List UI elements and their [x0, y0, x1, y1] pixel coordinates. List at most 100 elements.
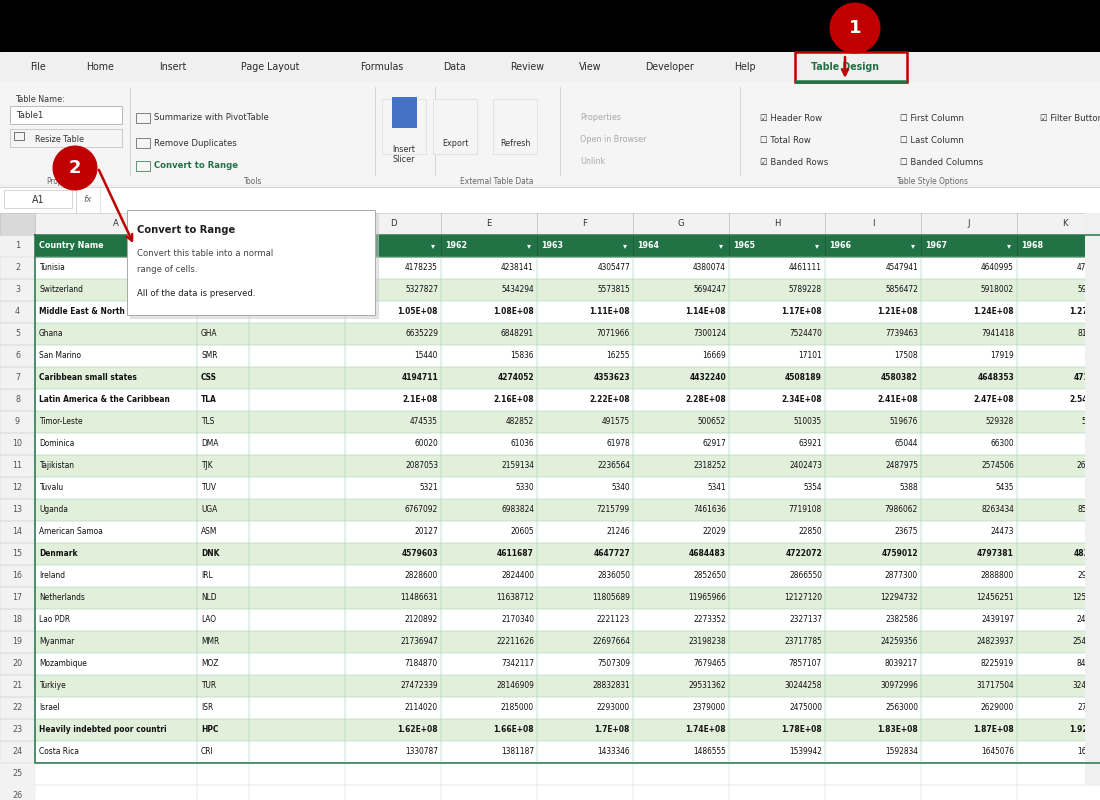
Bar	[441, 301, 537, 323]
Text: 24473: 24473	[991, 527, 1014, 537]
Bar	[197, 323, 249, 345]
Text: 7739463: 7739463	[886, 330, 918, 338]
Text: 7679465: 7679465	[693, 659, 726, 669]
Bar	[921, 587, 1018, 609]
Bar	[35, 697, 197, 719]
Text: 4611687: 4611687	[497, 550, 534, 558]
Text: I: I	[871, 219, 874, 229]
Bar	[537, 675, 632, 697]
Bar	[921, 653, 1018, 675]
Bar	[729, 279, 825, 301]
Text: 2379000: 2379000	[693, 703, 726, 713]
Bar	[825, 675, 921, 697]
Text: 4684483: 4684483	[689, 550, 726, 558]
Text: fx: fx	[84, 195, 92, 205]
Bar	[825, 741, 921, 763]
Bar	[249, 675, 345, 697]
Bar	[729, 301, 825, 323]
Bar	[729, 433, 825, 455]
Bar	[249, 477, 345, 499]
Text: Israel: Israel	[39, 703, 59, 713]
Text: TUR: TUR	[201, 682, 216, 690]
Text: 18: 18	[12, 615, 22, 625]
Bar	[632, 543, 729, 565]
Text: 2.54E+08: 2.54E+08	[1069, 395, 1100, 405]
Bar	[632, 279, 729, 301]
Text: 4580382: 4580382	[881, 374, 918, 382]
Bar	[433, 99, 477, 154]
Text: 2888800: 2888800	[981, 571, 1014, 581]
Text: Convert to Range: Convert to Range	[138, 225, 235, 235]
Text: DMA: DMA	[201, 439, 219, 449]
Text: Developer: Developer	[646, 62, 694, 72]
Bar	[632, 455, 729, 477]
Bar	[197, 389, 249, 411]
Text: 12598201: 12598201	[1072, 594, 1100, 602]
Bar	[35, 345, 197, 367]
Text: 5330: 5330	[516, 483, 534, 493]
Bar	[345, 631, 441, 653]
Bar	[825, 279, 921, 301]
Bar	[1018, 477, 1100, 499]
Text: 2662257: 2662257	[1077, 462, 1100, 470]
Bar	[537, 719, 632, 741]
Text: 1966: 1966	[829, 242, 851, 250]
Text: 25410054: 25410054	[1072, 638, 1100, 646]
Bar	[537, 367, 632, 389]
Bar	[249, 785, 345, 800]
Bar	[136, 138, 150, 148]
Bar	[249, 279, 345, 301]
Bar	[0, 82, 1100, 187]
Bar	[441, 565, 537, 587]
Bar	[0, 609, 35, 631]
Text: 2828600: 2828600	[405, 571, 438, 581]
Text: Costa Rica: Costa Rica	[39, 747, 79, 757]
Bar	[35, 675, 197, 697]
Bar	[345, 257, 441, 279]
Text: 2114020: 2114020	[405, 703, 438, 713]
Bar	[1018, 521, 1100, 543]
Text: ▾: ▾	[527, 242, 531, 250]
Bar	[249, 213, 345, 235]
Bar	[0, 587, 35, 609]
Bar	[197, 499, 249, 521]
Bar	[632, 213, 729, 235]
Bar	[537, 697, 632, 719]
Bar	[825, 477, 921, 499]
Bar	[825, 697, 921, 719]
Text: Timor-Leste: Timor-Leste	[39, 418, 82, 426]
Bar	[729, 367, 825, 389]
Bar	[345, 719, 441, 741]
Bar	[197, 653, 249, 675]
Text: 22: 22	[12, 703, 23, 713]
Text: 2087053: 2087053	[405, 462, 438, 470]
Text: 22850: 22850	[799, 527, 822, 537]
Text: Latin America & the Caribbean: Latin America & the Caribbean	[39, 395, 169, 405]
Text: TLA: TLA	[201, 395, 217, 405]
Bar	[249, 631, 345, 653]
Bar	[1018, 719, 1100, 741]
Bar	[1018, 411, 1100, 433]
Bar	[35, 389, 197, 411]
Bar	[35, 785, 197, 800]
Text: 1.11E+08: 1.11E+08	[590, 307, 630, 317]
Bar	[729, 741, 825, 763]
Text: 11638712: 11638712	[496, 594, 534, 602]
Bar	[197, 675, 249, 697]
Text: 500652: 500652	[697, 418, 726, 426]
Bar	[345, 609, 441, 631]
Text: 2852650: 2852650	[693, 571, 726, 581]
Text: 2487975: 2487975	[886, 462, 918, 470]
Bar	[441, 477, 537, 499]
Text: 519676: 519676	[890, 418, 918, 426]
Bar	[0, 235, 35, 257]
Text: 2120892: 2120892	[405, 615, 438, 625]
Text: SMR: SMR	[201, 351, 218, 361]
Text: 61036: 61036	[510, 439, 534, 449]
Bar	[0, 455, 35, 477]
Bar	[729, 675, 825, 697]
Bar	[537, 301, 632, 323]
Bar	[249, 521, 345, 543]
Bar	[0, 477, 35, 499]
Bar	[537, 257, 632, 279]
